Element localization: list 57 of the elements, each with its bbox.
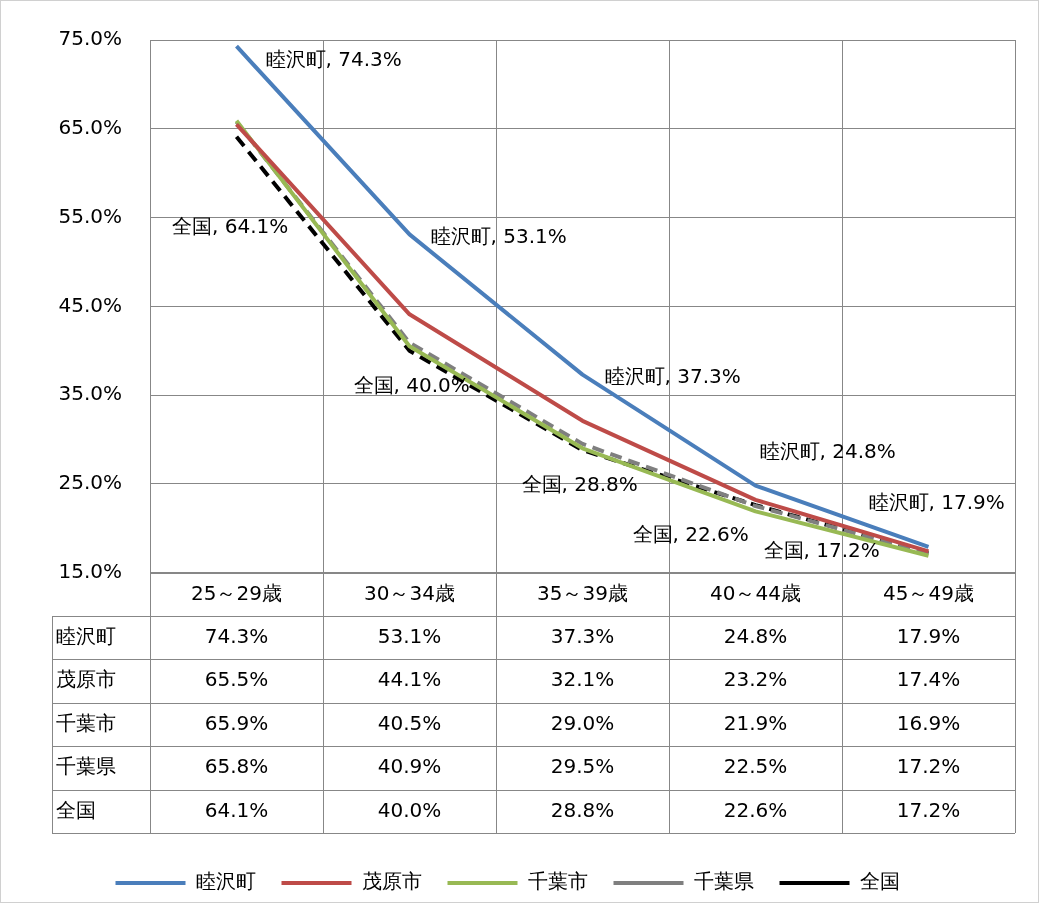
y-tick-label: 35.0% xyxy=(58,381,122,406)
x-tick-label: 30～34歳 xyxy=(364,580,455,605)
annotation: 睦沢町, 53.1% xyxy=(430,223,567,248)
data-label: 17.9% xyxy=(896,623,961,648)
data-label: 29.0% xyxy=(550,710,615,735)
data-label: 17.2% xyxy=(896,754,961,779)
data-label: 53.1% xyxy=(377,623,442,648)
annotation: 睦沢町, 37.3% xyxy=(604,363,741,388)
data-label: 17.4% xyxy=(896,667,961,692)
legend-label: 千葉県 xyxy=(693,869,754,894)
x-tick-label: 45～49歳 xyxy=(883,580,974,605)
data-label: 32.1% xyxy=(550,667,615,692)
annotation: 睦沢町, 17.9% xyxy=(868,490,1005,515)
annotation: 全国, 28.8% xyxy=(521,472,638,497)
y-tick-label: 25.0% xyxy=(58,470,122,495)
data-label: 65.9% xyxy=(204,710,269,735)
data-label: 24.8% xyxy=(723,623,788,648)
legend-label: 睦沢町 xyxy=(195,869,256,894)
data-label: 65.5% xyxy=(204,667,269,692)
annotation: 睦沢町, 24.8% xyxy=(759,438,896,463)
data-label: 21.9% xyxy=(723,710,788,735)
data-label: 22.6% xyxy=(723,797,788,822)
y-tick-label: 75.0% xyxy=(58,26,122,51)
data-label: 17.2% xyxy=(896,797,961,822)
annotation: 全国, 40.0% xyxy=(353,372,470,397)
annotation: 全国, 64.1% xyxy=(172,214,289,239)
data-label: 64.1% xyxy=(204,797,269,822)
annotation: 全国, 22.6% xyxy=(632,522,749,547)
data-label: 23.2% xyxy=(723,667,788,692)
y-tick-label: 65.0% xyxy=(58,114,122,139)
data-label: 44.1% xyxy=(377,667,442,692)
data-label: 40.5% xyxy=(377,710,442,735)
data-label: 28.8% xyxy=(550,797,615,822)
data-label: 16.9% xyxy=(896,710,961,735)
data-label: 29.5% xyxy=(550,754,615,779)
text: 睦沢町 xyxy=(56,623,116,648)
legend-label: 茂原市 xyxy=(361,869,422,894)
text: 千葉県 xyxy=(56,754,116,779)
y-tick-label: 55.0% xyxy=(58,203,122,228)
x-tick-label: 25～29歳 xyxy=(191,580,282,605)
text: 全国 xyxy=(56,797,96,822)
data-label: 22.5% xyxy=(723,754,788,779)
x-tick-label: 40～44歳 xyxy=(710,580,801,605)
data-label: 37.3% xyxy=(550,623,615,648)
text: 茂原市 xyxy=(56,667,116,692)
data-label: 65.8% xyxy=(204,754,269,779)
text: 千葉市 xyxy=(56,710,116,735)
y-tick-label: 45.0% xyxy=(58,292,122,317)
legend-label: 千葉市 xyxy=(527,869,588,894)
annotation: 睦沢町, 74.3% xyxy=(265,47,402,72)
data-label: 40.9% xyxy=(377,754,442,779)
data-label: 74.3% xyxy=(204,623,269,648)
annotation: 全国, 17.2% xyxy=(763,538,880,563)
legend-label: 全国 xyxy=(859,869,900,894)
y-tick-label: 15.0% xyxy=(58,558,122,583)
data-label: 40.0% xyxy=(377,797,442,822)
x-tick-label: 35～39歳 xyxy=(537,580,628,605)
